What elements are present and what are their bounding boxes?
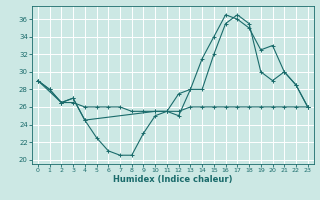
X-axis label: Humidex (Indice chaleur): Humidex (Indice chaleur): [113, 175, 233, 184]
